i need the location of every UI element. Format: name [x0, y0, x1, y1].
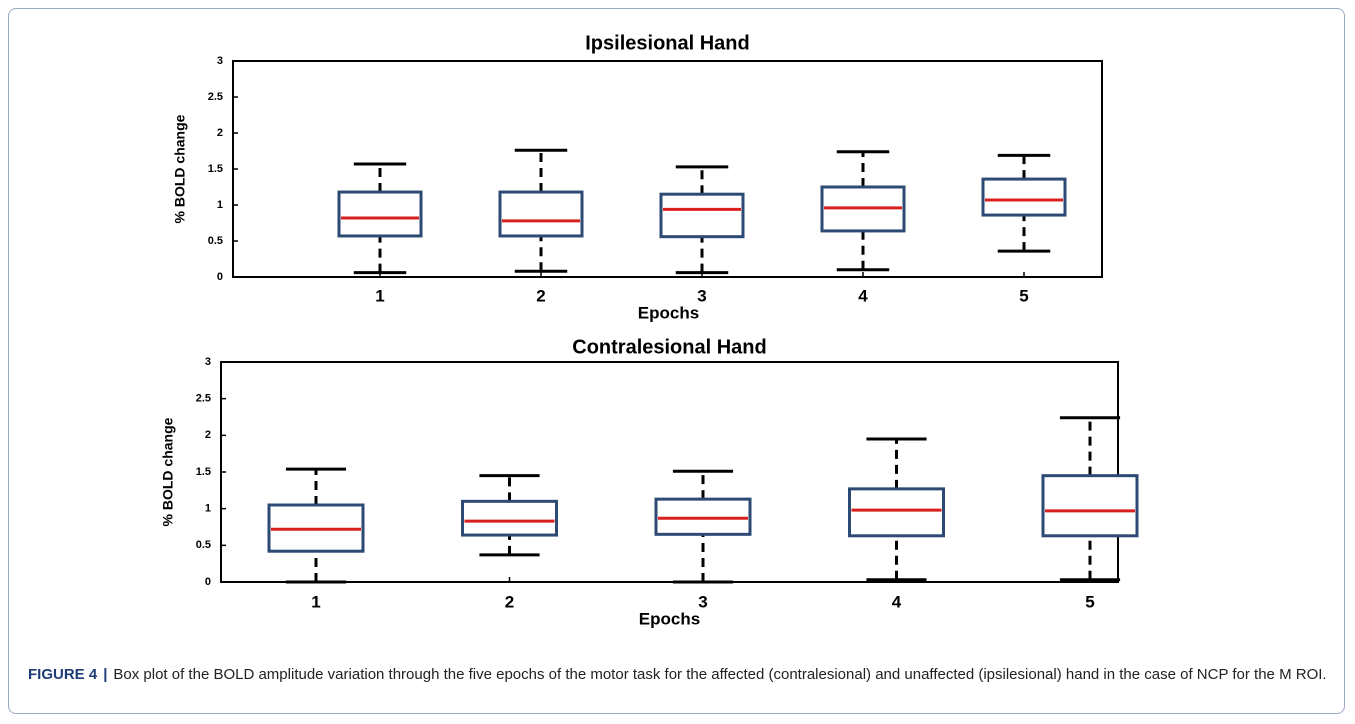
x-tick-label: 2: [505, 592, 514, 611]
x-axis-label: Epochs: [639, 609, 700, 628]
x-axis-label: Epochs: [638, 303, 699, 322]
box: [337, 190, 423, 238]
box: [498, 190, 584, 238]
caption-label: FIGURE 4: [28, 666, 98, 683]
y-tick-label: 0: [205, 576, 211, 588]
y-tick-label: 0.5: [196, 539, 211, 551]
y-tick-label: 3: [205, 356, 211, 368]
chart-title: Ipsilesional Hand: [585, 32, 749, 54]
x-tick-label: 4: [858, 286, 868, 305]
y-axis-label: % BOLD change: [172, 114, 188, 223]
x-tick-label: 1: [311, 592, 320, 611]
box: [1041, 474, 1139, 538]
caption: FIGURE 4 | Box plot of the BOLD amplitude …: [28, 662, 1328, 688]
x-tick-label: 5: [1085, 592, 1094, 611]
box: [848, 487, 945, 538]
y-tick-label: 1: [217, 199, 223, 211]
box: [659, 192, 745, 239]
box: [981, 177, 1067, 217]
y-tick-label: 1.5: [208, 163, 223, 175]
y-tick-label: 0: [217, 271, 223, 283]
y-tick-label: 2: [217, 127, 223, 139]
chart: Ipsilesional Hand % BOLD change Epochs 0 0.5…: [160, 32, 1139, 628]
box: [461, 499, 558, 537]
x-tick-label: 3: [697, 286, 706, 305]
y-tick-label: 2.5: [196, 393, 211, 405]
x-tick-label: 2: [536, 286, 545, 305]
plot-frame: [232, 60, 1103, 278]
x-tick-label: 3: [698, 592, 707, 611]
caption-text: Box plot of the BOLD amplitude variation…: [113, 666, 1327, 683]
caption-separator: |: [103, 666, 108, 683]
y-tick-label: 1.5: [196, 466, 211, 478]
x-tick-label: 5: [1019, 286, 1028, 305]
y-tick-label: 2: [205, 429, 211, 441]
y-tick-label: 0.5: [208, 235, 223, 247]
figure-frame: [8, 8, 1345, 714]
y-tick-label: 1: [205, 503, 211, 515]
x-tick-label: 1: [375, 286, 384, 305]
y-tick-label: 2.5: [208, 91, 223, 103]
y-tick-label: 3: [217, 55, 223, 67]
y-axis-label: % BOLD change: [160, 417, 176, 526]
chart-title: Contralesional Hand: [572, 336, 766, 358]
x-tick-label: 4: [892, 592, 902, 611]
